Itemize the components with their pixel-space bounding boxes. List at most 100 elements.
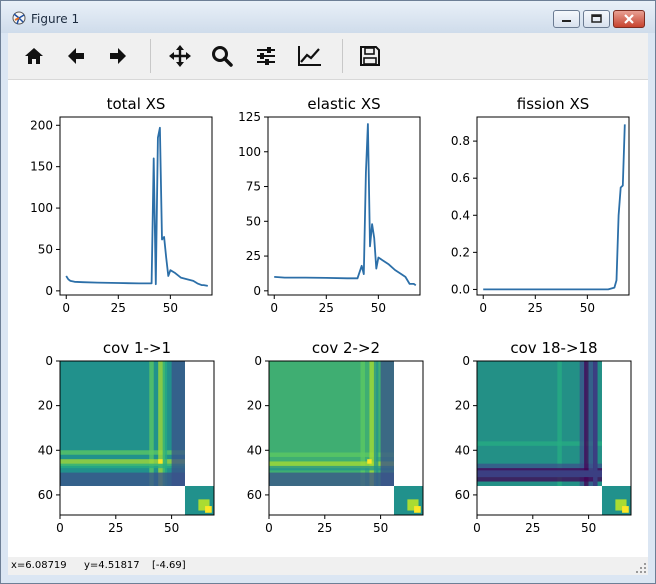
y-tick-label: 0 <box>45 354 53 368</box>
minimize-button[interactable] <box>553 10 580 28</box>
x-tick-label: 50 <box>580 301 595 315</box>
line-plot-2 <box>264 117 420 299</box>
x-tick-label: 50 <box>373 521 388 535</box>
series-line <box>274 124 416 285</box>
x-tick-label: 25 <box>528 301 543 315</box>
plot-title: total XS <box>107 95 166 113</box>
y-tick-label: 200 <box>30 118 53 132</box>
line-plot-1 <box>56 117 212 299</box>
x-tick-label: 25 <box>525 521 540 535</box>
floppy-disk-icon <box>359 45 381 67</box>
heatmap-1 <box>56 361 214 519</box>
y-tick-label: 0 <box>462 354 470 368</box>
plot-title: cov 1->1 <box>103 339 171 357</box>
figure-canvas[interactable]: total XS 0 25 50 0 50 100 150 200 elastic XS 0 25 50… <box>8 80 648 550</box>
x-tick-label: 50 <box>164 521 179 535</box>
x-tick-label: 0 <box>265 521 273 535</box>
status-y: y=4.51817 <box>84 560 140 571</box>
axes-frame <box>268 117 420 295</box>
y-tick-label: 100 <box>238 145 261 159</box>
line-plot-3 <box>473 117 629 299</box>
y-tick-label: 20 <box>247 399 262 413</box>
y-tick-label: 0.2 <box>451 245 470 259</box>
status-bar: x=6.08719 y=4.51817 [-4.69] <box>8 557 648 575</box>
move-arrows-icon <box>168 44 192 68</box>
sliders-icon <box>254 44 278 68</box>
x-tick-label: 25 <box>319 301 334 315</box>
y-tick-label: 60 <box>247 488 262 502</box>
x-tick-label: 0 <box>62 301 70 315</box>
x-tick-label: 25 <box>111 301 126 315</box>
client-area: total XS 0 25 50 0 50 100 150 200 elastic XS 0 25 50… <box>8 33 648 575</box>
plot-title: cov 18->18 <box>510 339 597 357</box>
y-tick-label: 0 <box>253 284 261 298</box>
window-title: Figure 1 <box>31 12 79 26</box>
home-icon <box>23 45 45 67</box>
y-tick-label: 40 <box>38 443 53 457</box>
y-tick-label: 25 <box>246 249 261 263</box>
y-tick-label: 60 <box>38 488 53 502</box>
title-bar[interactable]: Figure 1 <box>1 1 655 33</box>
y-tick-label: 20 <box>38 399 53 413</box>
edit-axis-button[interactable] <box>292 38 328 74</box>
plot-title: cov 2->2 <box>312 339 380 357</box>
home-button[interactable] <box>16 38 52 74</box>
arrow-right-icon <box>107 45 129 67</box>
status-x: x=6.08719 <box>11 560 67 571</box>
configure-subplots-button[interactable] <box>248 38 284 74</box>
magnifier-icon <box>210 44 234 68</box>
toolbar-separator <box>150 39 151 73</box>
navigation-toolbar <box>8 33 648 80</box>
y-tick-label: 0 <box>45 284 53 298</box>
y-tick-label: 125 <box>238 110 261 124</box>
y-tick-label: 40 <box>247 443 262 457</box>
back-button[interactable] <box>58 38 94 74</box>
x-tick-label: 0 <box>270 301 278 315</box>
x-tick-label: 0 <box>56 521 64 535</box>
y-tick-label: 60 <box>455 488 470 502</box>
y-tick-label: 50 <box>246 214 261 228</box>
forward-button[interactable] <box>100 38 136 74</box>
matplotlib-app-icon <box>11 10 27 26</box>
save-button[interactable] <box>352 38 388 74</box>
y-tick-label: 0 <box>254 354 262 368</box>
y-tick-label: 20 <box>455 399 470 413</box>
maximize-button[interactable] <box>583 10 610 28</box>
y-tick-label: 0.0 <box>451 282 470 296</box>
y-tick-label: 150 <box>30 160 53 174</box>
heatmap-3 <box>473 361 631 519</box>
axes-frame <box>477 117 629 295</box>
zoom-button[interactable] <box>204 38 240 74</box>
minimize-icon <box>554 11 579 27</box>
y-tick-label: 50 <box>38 242 53 256</box>
close-icon <box>614 11 644 27</box>
x-tick-label: 50 <box>163 301 178 315</box>
heatmap-2 <box>265 361 423 519</box>
plot-title: fission XS <box>517 95 590 113</box>
pan-button[interactable] <box>162 38 198 74</box>
series-line <box>66 128 208 286</box>
heatmap-cells <box>60 361 214 515</box>
heatmap-cells <box>269 361 423 515</box>
y-tick-label: 75 <box>246 180 261 194</box>
y-tick-label: 40 <box>455 443 470 457</box>
resize-grip-icon[interactable] <box>636 563 646 573</box>
heatmap-cells <box>477 361 631 515</box>
line-chart-icon <box>297 44 323 68</box>
x-tick-label: 50 <box>581 521 596 535</box>
close-button[interactable] <box>613 10 645 28</box>
y-tick-label: 0.8 <box>451 134 470 148</box>
x-tick-label: 25 <box>317 521 332 535</box>
y-tick-label: 100 <box>30 201 53 215</box>
x-tick-label: 25 <box>108 521 123 535</box>
series-line <box>483 124 625 289</box>
axes-frame <box>60 117 212 295</box>
maximize-icon <box>584 11 609 27</box>
toolbar-separator <box>342 39 343 73</box>
plot-title: elastic XS <box>307 95 380 113</box>
y-tick-label: 0.4 <box>451 208 470 222</box>
x-tick-label: 0 <box>473 521 481 535</box>
x-tick-label: 50 <box>371 301 386 315</box>
